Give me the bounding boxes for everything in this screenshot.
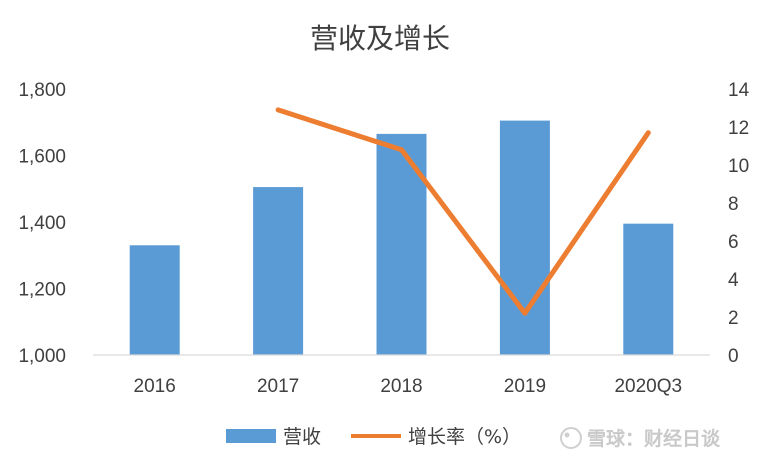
left-axis-ticks: 1,000 1,200 1,400 1,600 1,800 (18, 80, 66, 367)
chart-title: 营收及增长 (310, 22, 450, 55)
right-tick-label: 10 (728, 156, 749, 177)
x-tick-label: 2016 (134, 376, 176, 397)
x-tick-label: 2017 (257, 376, 299, 397)
watermark-text: 雪球：财经日谈 (587, 427, 721, 450)
snowball-logo-icon (560, 427, 582, 449)
left-tick-label: 1,600 (18, 147, 66, 168)
bar-2019 (499, 120, 550, 356)
right-tick-label: 8 (728, 194, 739, 215)
x-tick-label: 2019 (504, 376, 546, 397)
left-tick-label: 1,200 (18, 280, 66, 301)
left-tick-label: 1,800 (18, 80, 66, 101)
right-tick-label: 4 (728, 270, 739, 291)
bar-2020Q3 (623, 223, 674, 355)
legend: 营收 增长率（%） (226, 426, 521, 448)
legend-label-revenue: 营收 (283, 426, 321, 448)
x-tick-label: 2020Q3 (614, 376, 682, 397)
bar-2017 (253, 187, 304, 355)
left-tick-label: 1,000 (18, 346, 66, 367)
left-tick-label: 1,400 (18, 213, 66, 234)
growth-rate-line (275, 107, 651, 316)
bar-2016 (129, 245, 180, 355)
right-tick-label: 2 (728, 308, 739, 329)
legend-label-growth: 增长率（%） (408, 426, 521, 448)
line-series (275, 107, 651, 316)
legend-swatch-revenue (226, 429, 276, 443)
right-tick-label: 14 (728, 80, 750, 101)
watermark: 雪球：财经日谈 (560, 427, 721, 450)
snowball-logo-dot-icon (564, 432, 570, 438)
right-tick-label: 0 (728, 346, 739, 367)
right-axis-ticks: 0 2 4 6 8 10 12 14 (728, 80, 750, 367)
x-tick-label: 2018 (380, 376, 422, 397)
bar-2018 (376, 133, 427, 355)
x-axis-labels: 2016 2017 2018 2019 2020Q3 (134, 376, 683, 397)
bar-series (129, 120, 674, 356)
right-tick-label: 12 (728, 118, 749, 139)
right-tick-label: 6 (728, 232, 739, 253)
